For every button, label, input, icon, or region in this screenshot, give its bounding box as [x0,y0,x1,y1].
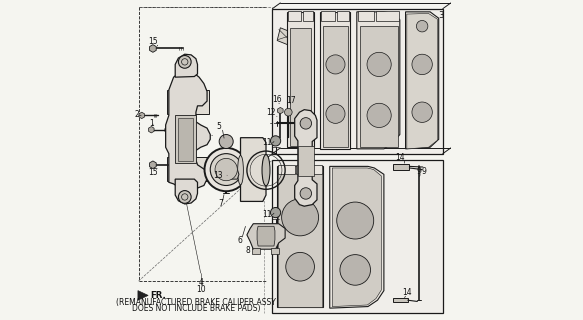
Text: 3: 3 [438,11,443,20]
Text: (REMANUFACTURED BRAKE CALIPER ASSY: (REMANUFACTURED BRAKE CALIPER ASSY [116,298,276,307]
Polygon shape [138,291,148,300]
Polygon shape [360,26,398,147]
Polygon shape [175,179,198,204]
Circle shape [337,202,374,239]
Text: 15: 15 [148,37,158,46]
Text: 14: 14 [402,288,412,297]
Polygon shape [294,110,317,206]
Polygon shape [406,12,438,149]
Text: 11: 11 [262,210,272,219]
Text: 1: 1 [150,118,154,128]
Circle shape [219,134,233,148]
Polygon shape [296,165,322,174]
Circle shape [416,20,428,32]
Text: 17: 17 [287,96,296,105]
Polygon shape [358,11,374,21]
Polygon shape [298,146,314,176]
Circle shape [300,118,311,129]
Text: DOES NOT INCLUDE BRAKE PADS): DOES NOT INCLUDE BRAKE PADS) [132,304,260,313]
Polygon shape [376,11,399,21]
Polygon shape [150,45,156,52]
Polygon shape [241,138,266,201]
Circle shape [215,158,237,181]
Polygon shape [303,11,313,21]
Circle shape [412,54,433,75]
Circle shape [326,104,345,123]
Text: 5: 5 [216,122,221,131]
Polygon shape [321,11,335,21]
Polygon shape [287,12,314,147]
Text: 7: 7 [218,199,223,208]
Text: 15: 15 [148,168,158,177]
Circle shape [271,136,280,146]
Text: 6: 6 [237,236,243,245]
Circle shape [286,252,314,281]
Polygon shape [226,170,239,179]
Circle shape [178,55,191,68]
Polygon shape [167,90,209,114]
Polygon shape [178,118,194,161]
Polygon shape [277,28,296,47]
Text: 11: 11 [262,138,272,147]
Polygon shape [175,116,196,163]
Polygon shape [257,226,275,246]
Polygon shape [247,224,285,249]
Text: 12: 12 [266,108,276,117]
Polygon shape [407,13,437,149]
Polygon shape [337,11,349,21]
Polygon shape [272,160,443,313]
Polygon shape [272,9,443,154]
Polygon shape [287,11,301,21]
Circle shape [412,102,433,123]
Circle shape [340,255,371,285]
Text: FR.: FR. [150,291,166,300]
Text: 16: 16 [273,95,282,104]
Polygon shape [278,173,322,307]
Text: 9: 9 [416,167,422,176]
Circle shape [300,188,311,199]
Circle shape [367,52,391,76]
Text: 14: 14 [396,153,405,162]
Ellipse shape [262,155,270,186]
Polygon shape [175,54,198,77]
Polygon shape [301,120,308,127]
Polygon shape [357,12,400,149]
Text: 2: 2 [135,110,139,119]
Polygon shape [150,161,156,169]
Polygon shape [290,28,311,146]
Polygon shape [332,168,381,307]
Circle shape [285,108,292,116]
Polygon shape [167,157,209,181]
Polygon shape [278,165,294,174]
Circle shape [326,55,345,74]
Text: 10: 10 [196,284,206,293]
Polygon shape [277,166,324,307]
Circle shape [282,199,318,236]
Circle shape [178,191,191,203]
Circle shape [210,154,242,186]
Circle shape [205,148,248,191]
Polygon shape [320,12,350,149]
Text: 8: 8 [245,246,250,255]
Polygon shape [166,71,210,189]
Polygon shape [394,164,409,170]
Text: 4: 4 [198,278,203,287]
Polygon shape [149,126,154,133]
Ellipse shape [238,156,243,185]
Polygon shape [271,248,279,254]
Text: 13: 13 [213,172,223,180]
Polygon shape [330,166,384,308]
Circle shape [367,103,391,127]
Circle shape [271,207,280,218]
Polygon shape [252,248,259,254]
Polygon shape [278,108,283,114]
Polygon shape [394,298,408,302]
Polygon shape [323,26,348,147]
Text: 9: 9 [422,167,426,176]
Polygon shape [139,112,145,119]
